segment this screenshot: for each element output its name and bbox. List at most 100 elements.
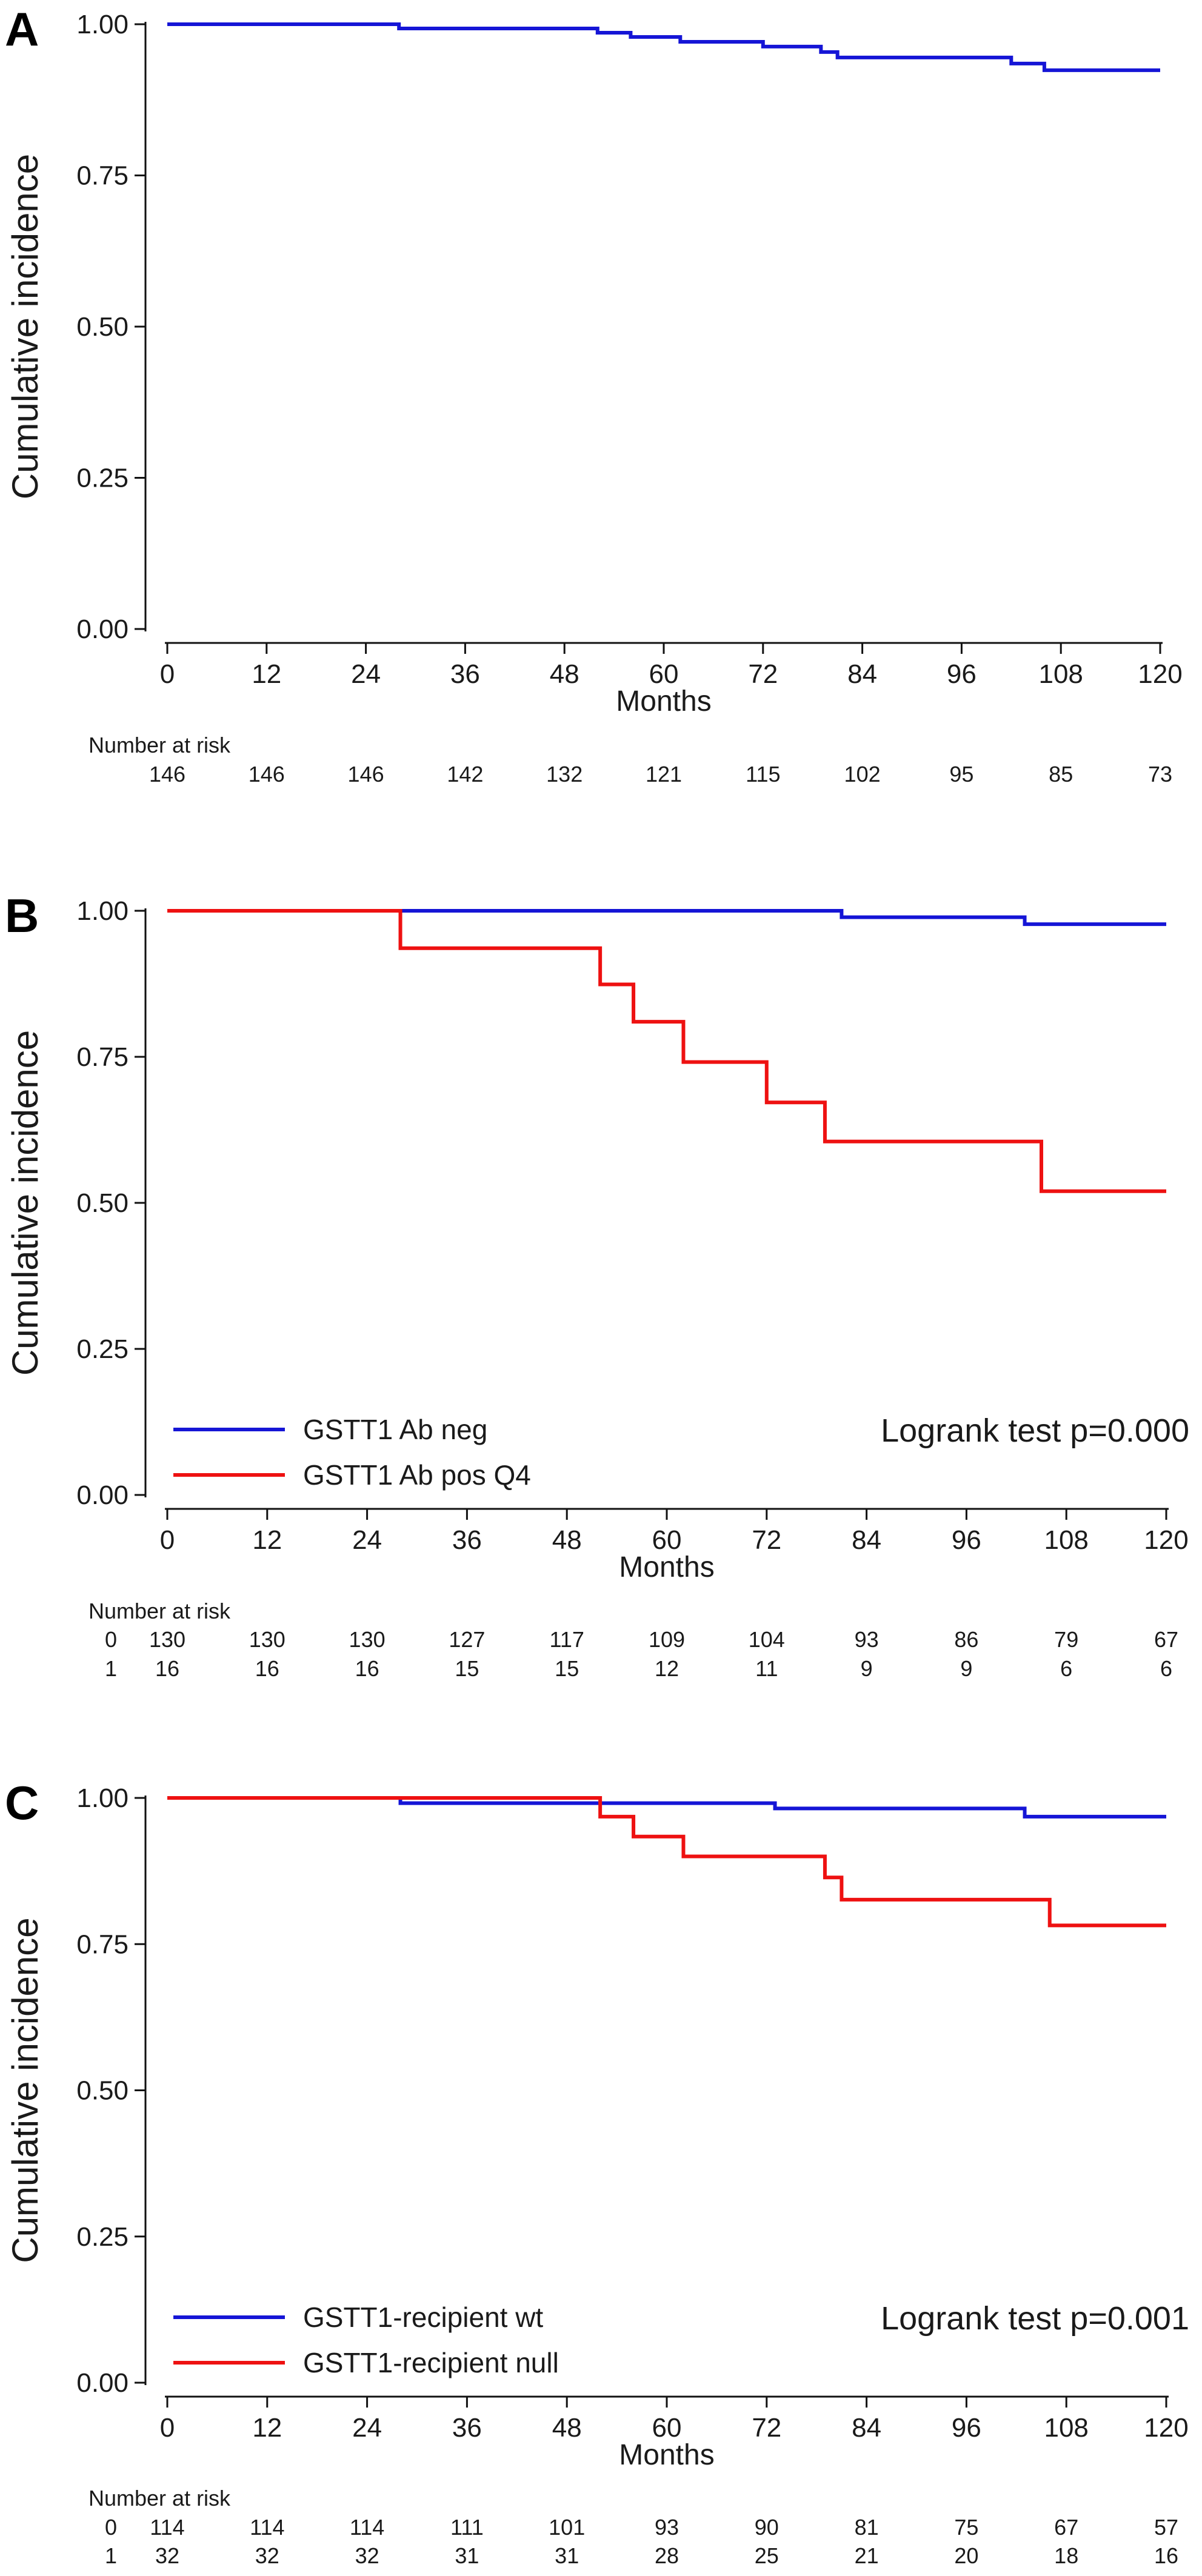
risk-value: 11 — [755, 1656, 778, 1681]
risk-value: 15 — [555, 1656, 579, 1681]
risk-value: 21 — [855, 2543, 879, 2568]
risk-value: 130 — [149, 1627, 185, 1652]
y-tick-label: 0.00 — [76, 614, 129, 644]
y-tick-label: 0.75 — [76, 161, 129, 191]
risk-value: 111 — [450, 2515, 484, 2540]
risk-value: 146 — [348, 762, 384, 787]
y-tick-label: 0.25 — [76, 464, 129, 493]
x-tick-label: 72 — [748, 659, 778, 689]
panel-letter: B — [5, 889, 39, 942]
series-line-blue — [167, 22, 1160, 72]
x-tick-label: 96 — [947, 659, 977, 689]
risk-value: 81 — [855, 2515, 879, 2540]
x-tick-label: 84 — [852, 2413, 881, 2443]
x-axis-label: Months — [619, 2439, 714, 2471]
x-axis-label: Months — [616, 685, 711, 717]
risk-row-label: 0 — [105, 2515, 117, 2540]
risk-value: 9 — [960, 1656, 972, 1681]
risk-value: 31 — [555, 2543, 579, 2568]
x-tick-label: 120 — [1144, 1525, 1188, 1555]
risk-value: 132 — [546, 762, 583, 787]
risk-value: 142 — [447, 762, 483, 787]
x-tick-label: 12 — [252, 2413, 282, 2443]
risk-value: 18 — [1054, 2543, 1078, 2568]
x-tick-label: 12 — [252, 1525, 282, 1555]
y-tick-label: 1.00 — [76, 10, 129, 39]
risk-value: 9 — [861, 1656, 873, 1681]
risk-value: 67 — [1054, 2515, 1078, 2540]
risk-value: 57 — [1154, 2515, 1178, 2540]
x-tick-label: 72 — [752, 2413, 781, 2443]
x-tick-label: 96 — [952, 1525, 981, 1555]
risk-value: 130 — [349, 1627, 386, 1652]
risk-value: 6 — [1060, 1656, 1072, 1681]
risk-value: 104 — [749, 1627, 785, 1652]
risk-value: 90 — [755, 2515, 779, 2540]
risk-row-label: 1 — [105, 2543, 117, 2568]
y-tick-label: 0.00 — [76, 1480, 129, 1510]
risk-value: 114 — [150, 2515, 184, 2540]
risk-value: 16 — [1154, 2543, 1178, 2568]
legend-label: GSTT1-recipient null — [303, 2347, 559, 2378]
series-line-blue — [167, 1796, 1166, 1819]
risk-value: 25 — [755, 2543, 779, 2568]
x-tick-label: 24 — [352, 1525, 382, 1555]
logrank-annotation: Logrank test p=0.001 — [881, 2300, 1189, 2337]
risk-value: 67 — [1154, 1627, 1178, 1652]
x-tick-label: 0 — [160, 659, 175, 689]
x-tick-label: 108 — [1044, 1525, 1088, 1555]
risk-value: 6 — [1160, 1656, 1172, 1681]
series-line-red — [167, 1796, 1166, 1928]
risk-value: 146 — [149, 762, 185, 787]
risk-table-title: Number at risk — [88, 733, 231, 757]
risk-value: 121 — [646, 762, 682, 787]
y-axis-label: Cumulative incidence — [5, 1030, 45, 1376]
x-tick-label: 36 — [452, 2413, 482, 2443]
y-tick-label: 0.50 — [76, 1188, 129, 1218]
risk-value: 16 — [255, 1656, 279, 1681]
series-line-blue — [167, 909, 1166, 927]
y-tick-label: 0.75 — [76, 1042, 129, 1072]
logrank-annotation: Logrank test p=0.000 — [881, 1413, 1189, 1449]
x-tick-label: 108 — [1044, 2413, 1088, 2443]
y-tick-label: 1.00 — [76, 896, 129, 926]
y-tick-label: 0.50 — [76, 312, 129, 342]
x-tick-label: 96 — [952, 2413, 981, 2443]
x-tick-label: 24 — [351, 659, 381, 689]
x-tick-label: 48 — [550, 659, 579, 689]
legend-label: GSTT1-recipient wt — [303, 2301, 543, 2333]
risk-value: 16 — [355, 1656, 379, 1681]
risk-value: 115 — [746, 762, 780, 787]
series-line-red — [167, 909, 1166, 1193]
risk-value: 109 — [649, 1627, 685, 1652]
risk-value: 75 — [954, 2515, 978, 2540]
x-tick-label: 48 — [552, 2413, 582, 2443]
y-axis-label: Cumulative incidence — [5, 154, 45, 499]
risk-value: 127 — [449, 1627, 485, 1652]
risk-value: 32 — [255, 2543, 279, 2568]
y-tick-label: 0.00 — [76, 2368, 129, 2398]
risk-value: 114 — [250, 2515, 284, 2540]
panel-c: C Cumulative incidence 0.00 0.25 0.50 0.75 1.0… — [5, 1776, 1189, 2568]
x-tick-label: 24 — [352, 2413, 382, 2443]
risk-value: 73 — [1148, 762, 1172, 787]
x-tick-label: 84 — [852, 1525, 881, 1555]
risk-value: 102 — [844, 762, 881, 787]
x-tick-label: 60 — [652, 2413, 682, 2443]
risk-value: 79 — [1054, 1627, 1078, 1652]
risk-value: 28 — [655, 2543, 679, 2568]
risk-value: 114 — [350, 2515, 384, 2540]
risk-value: 95 — [949, 762, 973, 787]
x-tick-label: 108 — [1038, 659, 1083, 689]
risk-value: 12 — [655, 1656, 679, 1681]
risk-value: 20 — [954, 2543, 978, 2568]
panel-letter: A — [5, 2, 39, 56]
risk-row-label: 0 — [105, 1627, 117, 1652]
x-tick-label: 60 — [649, 659, 679, 689]
x-tick-label: 120 — [1144, 2413, 1188, 2443]
x-tick-label: 48 — [552, 1525, 582, 1555]
legend-label: GSTT1 Ab neg — [303, 1414, 487, 1445]
legend-label: GSTT1 Ab pos Q4 — [303, 1459, 531, 1491]
x-tick-label: 0 — [160, 1525, 175, 1555]
